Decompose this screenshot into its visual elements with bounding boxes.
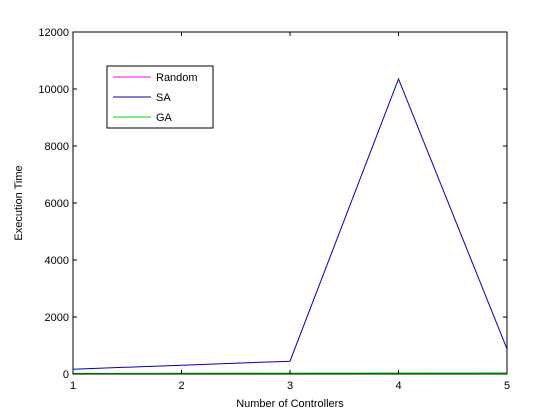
x-axis-label: Number of Controllers <box>236 398 344 410</box>
y-tick-label: 0 <box>63 369 69 381</box>
series-line-sa <box>72 77 508 370</box>
y-tick-label: 12000 <box>38 27 69 39</box>
x-tick-label: 3 <box>287 380 293 392</box>
x-tick-label: 5 <box>504 380 510 392</box>
x-tick-label: 2 <box>178 380 184 392</box>
x-tick-label: 4 <box>395 380 401 392</box>
legend-label-random: Random <box>156 72 198 84</box>
legend-label-ga: GA <box>156 112 173 124</box>
ticks-layer: 1 2 3 4 5 0 2000 4000 6000 8000 10000 12000 <box>38 27 510 392</box>
y-tick-label: 10000 <box>38 84 69 96</box>
legend: Random SA GA <box>106 65 214 129</box>
x-tick-label: 1 <box>70 380 76 392</box>
y-tick-label: 4000 <box>45 255 69 267</box>
y-tick-label: 6000 <box>45 198 69 210</box>
y-tick-label: 2000 <box>45 312 69 324</box>
y-tick-label: 8000 <box>45 141 69 153</box>
y-axis-label: Execution Time <box>13 165 25 240</box>
legend-label-sa: SA <box>156 92 171 104</box>
